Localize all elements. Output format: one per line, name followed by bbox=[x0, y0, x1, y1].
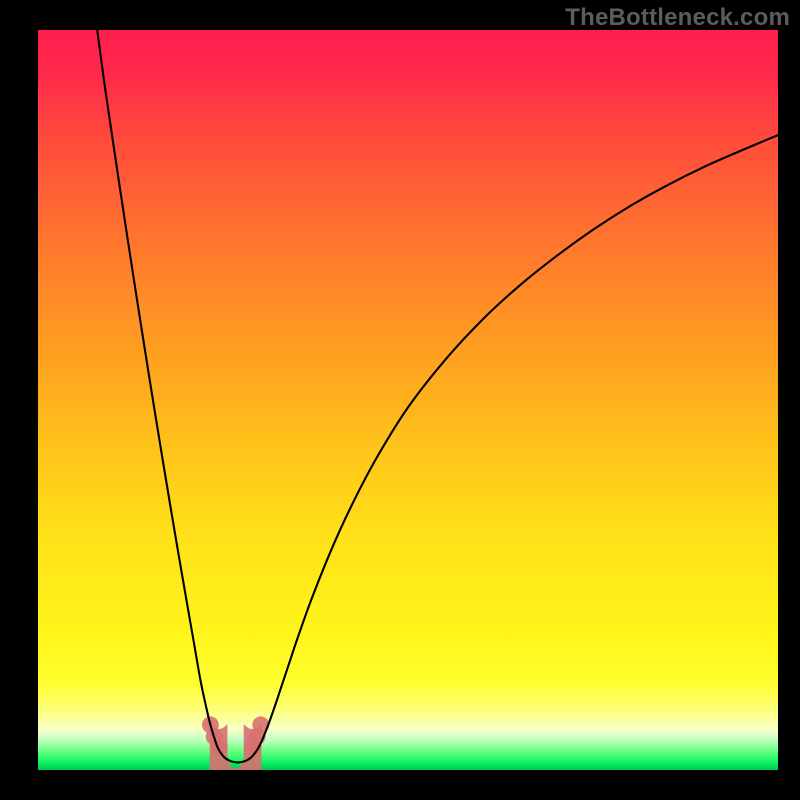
watermark-label: TheBottleneck.com bbox=[565, 4, 790, 32]
gradient-background bbox=[38, 30, 778, 770]
trough-dot bbox=[211, 739, 228, 756]
bottleneck-curve-chart bbox=[38, 30, 778, 770]
plot-area bbox=[38, 30, 778, 770]
canvas-root: TheBottleneck.com bbox=[0, 0, 800, 800]
